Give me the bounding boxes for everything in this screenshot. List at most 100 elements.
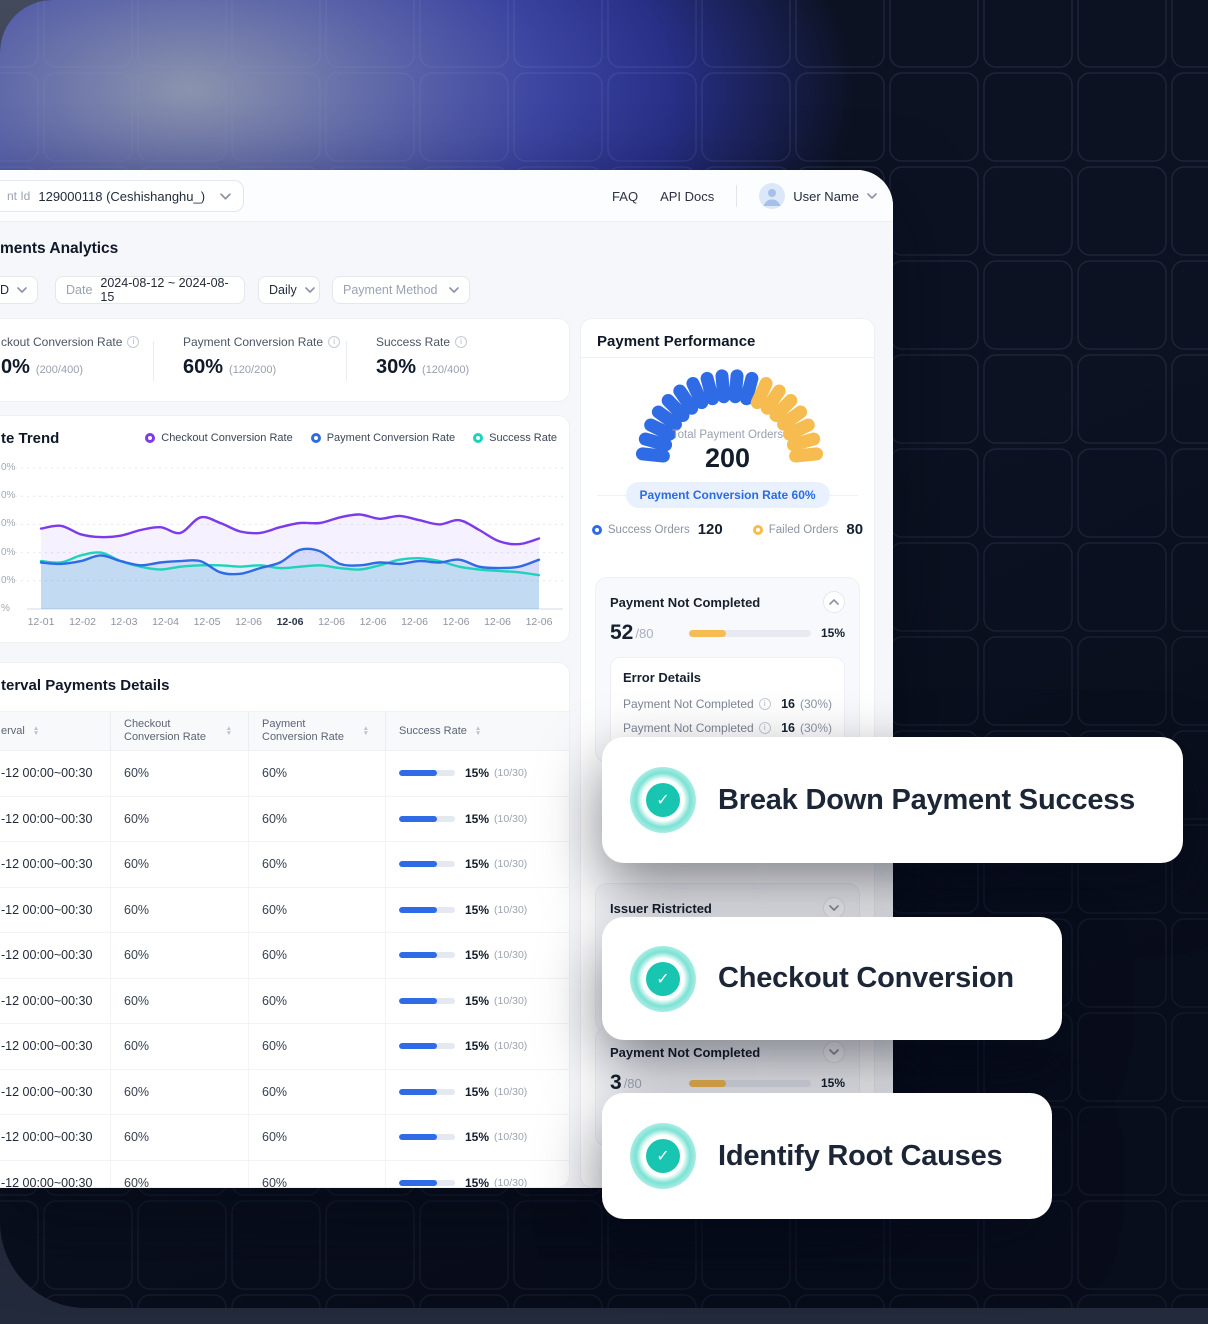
chevron-down-icon <box>829 905 839 911</box>
metric-checkout-conversion: ckout Conversion Rate i 0% (200/400) <box>1 335 140 379</box>
chevron-down-icon <box>449 287 459 293</box>
success-rate-ratio: (10/30) <box>494 1176 528 1187</box>
cell-success-rate: 15% (10/30) <box>386 1070 569 1115</box>
legend-label: Failed Orders <box>768 523 839 536</box>
gauge-legend: Success Orders 120 Failed Orders 80 <box>581 521 874 538</box>
success-rate-value: 15% <box>465 811 490 826</box>
cell-checkout-rate: 60% <box>111 796 249 841</box>
success-rate-bar <box>399 1088 455 1095</box>
chevron-down-icon <box>220 192 231 200</box>
expand-button[interactable] <box>823 1041 845 1063</box>
api-docs-link[interactable]: API Docs <box>660 188 715 204</box>
table-body: -12 00:00~00:30 60% 60% 15% (10/30) -12 00:00… <box>0 751 569 1187</box>
metric-label: Success Rate <box>376 335 451 349</box>
legend-item[interactable]: Success Rate <box>473 432 557 444</box>
success-rate-ratio: (10/30) <box>494 1085 528 1098</box>
info-icon[interactable]: i <box>328 336 341 348</box>
payment-method-placeholder: Payment Method <box>343 283 438 297</box>
success-rate-bar <box>399 1043 455 1050</box>
legend-label: Checkout Conversion Rate <box>161 432 293 444</box>
merchant-id-value: 129000118 (Ceshishanghu_) <box>38 188 206 204</box>
info-icon[interactable]: i <box>758 722 771 734</box>
error-label: Payment Not Completed <box>623 721 754 735</box>
error-percent: (30%) <box>799 721 832 735</box>
gauge-center-value: 200 <box>704 443 751 473</box>
error-value: 16 <box>781 721 795 735</box>
callout-identify-root-causes: ✓ Identify Root Causes <box>602 1093 1052 1219</box>
sort-icon[interactable]: ▲ ▼ <box>362 725 369 737</box>
user-menu[interactable]: User Name <box>759 183 877 209</box>
expand-button[interactable] <box>823 897 845 919</box>
table-row: -12 00:00~00:30 60% 60% 15% (10/30) <box>0 933 569 979</box>
legend-dot-icon <box>752 524 763 535</box>
cell-success-rate: 15% (10/30) <box>386 933 569 978</box>
series-area <box>41 548 539 609</box>
callout-text: Checkout Conversion <box>718 962 1014 994</box>
error-row: Payment Not Completed i 16 (30%) <box>623 697 832 711</box>
cell-payment-rate: 60% <box>249 1024 386 1069</box>
column-payment-rate[interactable]: Payment Conversion Rate ▲ ▼ <box>249 712 386 750</box>
error-details-card: Error Details Payment Not Completed i 16 (3… <box>610 657 845 749</box>
success-rate-value: 15% <box>465 1130 490 1145</box>
interval-details-card: terval Payments Details erval ▲ ▼ Checkou… <box>0 662 570 1188</box>
metric-value: 30% <box>376 356 417 378</box>
payment-method-select[interactable]: Payment Method <box>332 276 470 304</box>
info-icon[interactable]: i <box>758 698 771 710</box>
column-interval[interactable]: erval ▲ ▼ <box>0 712 111 750</box>
legend-item[interactable]: Payment Conversion Rate <box>310 432 455 444</box>
merchant-id-select[interactable]: nt Id 129000118 (Ceshishanghu_) <box>0 180 244 212</box>
gauge-center-label: Total Payment Orders <box>671 429 784 441</box>
success-rate-ratio: (10/30) <box>494 1131 528 1144</box>
sort-icon[interactable]: ▲ ▼ <box>474 725 482 737</box>
interval-value: Daily <box>269 283 297 297</box>
column-checkout-rate[interactable]: Checkout Conversion Rate ▲ ▼ <box>111 712 249 750</box>
currency-select[interactable]: D <box>0 276 38 304</box>
performance-title: Payment Performance <box>597 333 756 350</box>
date-range-picker[interactable]: Date 2024-08-12 ~ 2024-08-15 <box>55 276 245 304</box>
error-label: Payment Not Completed <box>623 697 754 711</box>
section-value: 52 <box>610 621 634 644</box>
cell-checkout-rate: 60% <box>111 1115 249 1160</box>
cell-checkout-rate: 60% <box>111 1160 249 1187</box>
trend-chart <box>15 467 563 610</box>
legend-item[interactable]: Checkout Conversion Rate <box>145 432 293 444</box>
section-denominator: /80 <box>635 625 654 641</box>
gauge-legend-item: Failed Orders 80 <box>752 521 863 538</box>
section-title: Payment Not Completed <box>610 594 761 610</box>
faq-link[interactable]: FAQ <box>612 188 639 204</box>
cell-success-rate: 15% (10/30) <box>386 1115 569 1160</box>
table-row: -12 00:00~00:30 60% 60% 15% (10/30) <box>0 1069 569 1115</box>
error-percent: (30%) <box>799 697 832 711</box>
success-rate-value: 15% <box>465 993 490 1008</box>
x-tick-label: 12-06 <box>235 616 262 628</box>
callout-text: Identify Root Causes <box>718 1139 1003 1172</box>
success-rate-ratio: (10/30) <box>494 1040 528 1053</box>
collapse-button[interactable] <box>823 591 845 613</box>
x-tick-label: 12-06 <box>401 616 428 628</box>
check-circle-icon: ✓ <box>630 767 696 833</box>
success-rate-value: 15% <box>465 1039 490 1054</box>
column-success-rate[interactable]: Success Rate ▲ ▼ <box>399 724 482 737</box>
table-row: -12 00:00~00:30 60% 60% 15% (10/30) <box>0 1115 569 1161</box>
date-label: Date <box>66 283 93 297</box>
cell-success-rate: 15% (10/30) <box>386 1161 569 1187</box>
progress-bar <box>688 1079 811 1087</box>
page-title: ments Analytics <box>0 240 119 257</box>
series-area <box>41 514 539 609</box>
info-icon[interactable]: i <box>127 336 140 348</box>
cell-interval: -12 00:00~00:30 <box>0 1115 111 1160</box>
sort-icon[interactable]: ▲ ▼ <box>225 725 232 737</box>
interval-select[interactable]: Daily <box>258 276 320 304</box>
cell-interval: -12 00:00~00:30 <box>0 751 111 796</box>
section-value: 3 <box>610 1071 622 1094</box>
cell-payment-rate: 60% <box>249 1160 386 1187</box>
success-rate-ratio: (10/30) <box>494 994 528 1007</box>
metric-success-rate: Success Rate i 30% (120/400) <box>376 335 469 379</box>
info-icon[interactable]: i <box>455 336 468 348</box>
cell-checkout-rate: 60% <box>111 978 249 1023</box>
y-tick-label: 0% <box>1 490 16 502</box>
metric-value: 0% <box>1 356 30 378</box>
cell-interval: -12 00:00~00:30 <box>0 1160 111 1187</box>
sort-icon[interactable]: ▲ ▼ <box>32 725 40 737</box>
x-tick-label: 12-06 <box>276 616 304 628</box>
